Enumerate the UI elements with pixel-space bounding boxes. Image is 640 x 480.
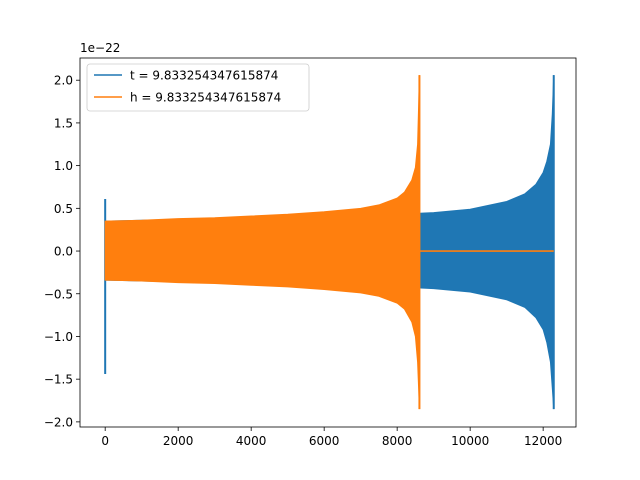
- y-tick-label: 2.0: [54, 74, 73, 88]
- y-tick-label: −1.5: [44, 373, 73, 387]
- y-tick-label: −0.5: [44, 287, 73, 301]
- plot-area: [104, 75, 555, 410]
- axis-ticks: 0 2000 4000 6000 8000 10000 12000 −2.0 −1.5 −1.0 −…: [44, 74, 562, 448]
- x-tick-label: 12000: [524, 434, 562, 448]
- y-tick-label: 0.0: [54, 245, 73, 259]
- y-tick-label: 1.5: [54, 116, 73, 130]
- axes-frame: [79, 57, 577, 428]
- x-tick-label: 6000: [309, 434, 340, 448]
- legend-label-h: h = 9.833254347615874: [130, 91, 281, 105]
- x-tick-label: 4000: [236, 434, 267, 448]
- legend-label-t: t = 9.833254347615874: [130, 69, 278, 83]
- y-tick-label: 1.0: [54, 159, 73, 173]
- x-tick-label: 8000: [382, 434, 413, 448]
- x-tick-label: 2000: [163, 434, 194, 448]
- y-tick-label: 0.5: [54, 202, 73, 216]
- x-tick-label: 0: [101, 434, 109, 448]
- y-axis-offset-label: 1e−22: [80, 41, 120, 55]
- y-tick-label: −1.0: [44, 330, 73, 344]
- y-tick-label: −2.0: [44, 415, 73, 429]
- legend-box: [86, 63, 310, 112]
- legend: t = 9.833254347615874 h = 9.833254347615…: [86, 63, 310, 112]
- x-tick-label: 10000: [451, 434, 489, 448]
